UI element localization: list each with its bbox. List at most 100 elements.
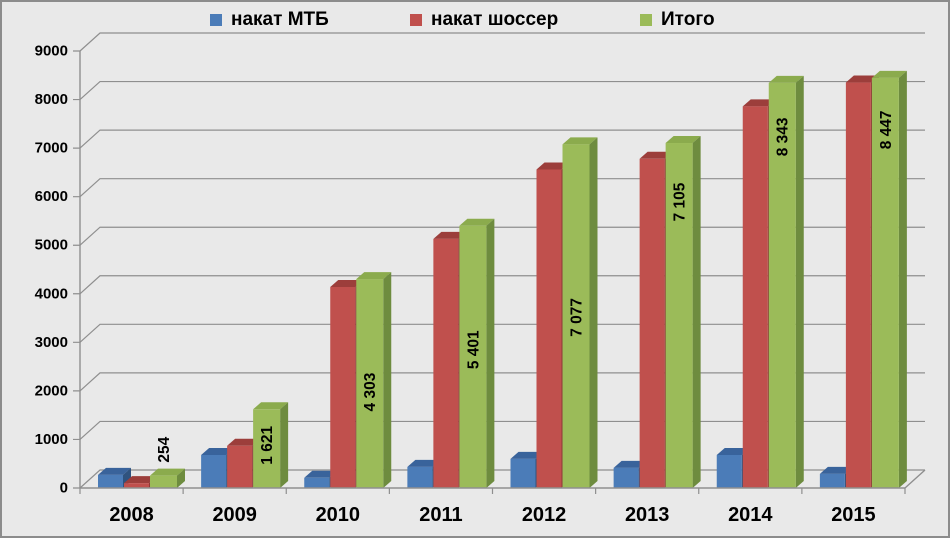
legend-swatch-nakat-mtb [210,14,222,26]
x-axis-label-2011: 2011 [419,504,462,526]
bar-itogo-2014[interactable] [768,75,804,488]
x-axis-ticks [79,488,906,494]
data-label-2008: 254 [156,436,173,462]
bar-front-face [201,454,227,488]
bar-top-face [330,279,364,287]
bar-side-face [486,218,495,488]
data-label-2010: 4 303 [362,372,379,411]
bar-top-face [227,438,261,446]
bar-itogo-2015[interactable] [871,70,907,488]
y-axis-label-2000: 2000 [35,382,68,399]
legend-item-nakat-shosser[interactable]: накат шоссер [410,9,558,31]
y-axis-label-4000: 4000 [35,285,68,302]
x-axis-label-2008: 2008 [109,504,154,526]
bar-top-face [716,447,750,455]
bar-top-face [356,272,392,280]
x-axis-label-2012: 2012 [522,504,567,526]
x-axis-label-2009: 2009 [212,504,257,526]
gridline-9000 [79,32,925,52]
bar-front-face [433,238,459,488]
bar-itogo-2011[interactable] [459,218,495,488]
bar-front-face [768,82,796,488]
bar-top-face [433,231,467,239]
bar-side-face [177,468,185,488]
legend-label-nakat-shosser: накат шоссер [431,9,559,30]
x-axis-label-2010: 2010 [316,504,361,526]
bar-front-face [562,144,590,489]
bar-itogo-2009[interactable] [253,402,289,488]
y-axis-ticks [73,50,80,489]
data-label-2014: 8 343 [775,117,792,156]
bar-front-face [665,143,693,489]
bar-top-face [98,467,131,475]
data-label-2009: 1 621 [259,426,276,465]
x-axis-label-2014: 2014 [728,504,773,526]
bar-side-face [589,137,598,489]
bar-front-face [407,466,433,488]
y-axis-label-7000: 7000 [35,140,68,157]
bar-front-face [124,483,149,488]
y-axis-label-9000: 9000 [35,43,68,60]
bar-top-face [742,99,776,107]
bar-top-face [639,151,673,159]
bar-itogo-2008[interactable] [150,468,185,488]
y-axis-label-8000: 8000 [35,91,68,108]
bar-side-face [280,402,289,488]
bar-front-face [227,445,253,488]
bar-front-face [330,286,356,488]
bar-front-face [253,409,281,488]
bar-top-face [819,466,853,474]
gridline-8000 [79,80,925,101]
bar-front-face [304,477,330,488]
bar-top-face [150,468,185,476]
bar-top-face [768,75,804,83]
bar-top-face [562,137,598,145]
legend-swatch-nakat-shosser [410,14,422,26]
bar-top-face [665,136,701,144]
y-axis-label-0: 0 [60,480,68,497]
bar-top-face [124,476,157,484]
bar-top-face [304,470,338,478]
legend-item-nakat-mtb[interactable]: накат МТБ [210,9,329,31]
bar-top-face [201,447,235,455]
y-axis-label-3000: 3000 [35,334,68,351]
x-axis-label-2013: 2013 [625,504,670,526]
bar-front-face [536,169,562,488]
bar-top-face [613,460,647,468]
x-axis-label-2015: 2015 [831,504,876,526]
bar-top-face [459,218,495,226]
bar-itogo-2010[interactable] [356,272,392,488]
bar-top-face [407,459,441,467]
bar-front-face [356,279,384,488]
bar-top-face [871,70,907,78]
bar-front-face [716,454,742,488]
bar-front-face [150,475,177,488]
bar-side-face [795,75,804,488]
bar-front-face [742,106,768,488]
bar-front-face [871,77,899,488]
legend-label-nakat-mtb: накат МТБ [231,9,329,30]
data-label-2015: 8 447 [878,110,895,149]
bar-front-face [845,82,871,489]
bar-top-face [510,451,544,459]
legend: накат МТБ накат шоссер Итого [2,2,948,32]
y-axis-label-1000: 1000 [35,431,68,448]
y-axis-label-6000: 6000 [35,188,68,205]
bar-top-face [845,75,879,83]
bar-side-face [383,272,392,488]
data-label-2012: 7 077 [569,298,586,337]
legend-label-itogo: Итого [661,9,715,30]
bar-front-face [819,473,845,488]
bar-side-face [692,136,701,489]
bar-itogo-2012[interactable] [562,137,598,489]
bar-front-face [98,474,123,488]
gridline-7000 [79,129,925,149]
bar-top-face [253,402,289,410]
bar-front-face [639,158,665,488]
bar-front-face [613,467,639,488]
bar-front-face [510,458,536,488]
bar-itogo-2013[interactable] [665,136,701,489]
legend-item-itogo[interactable]: Итого [640,9,715,31]
